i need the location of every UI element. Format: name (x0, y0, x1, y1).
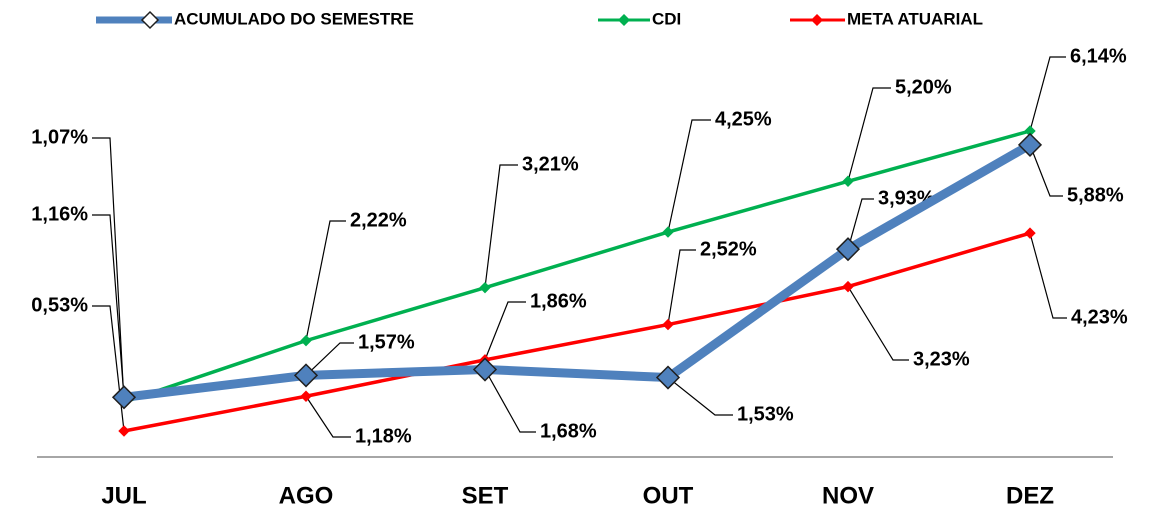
leader-line (667, 119, 711, 233)
leader-line (484, 301, 526, 361)
data-label: 2,22% (350, 209, 407, 231)
x-tick-label: OUT (643, 482, 694, 509)
data-label: 3,21% (522, 153, 579, 175)
marker (655, 365, 681, 390)
leader-line (1029, 144, 1063, 197)
marker (111, 385, 137, 410)
legend-label: META ATUARIAL (847, 9, 983, 28)
legend-marker (617, 13, 631, 27)
leader-line (1029, 232, 1067, 319)
data-label: 1,18% (355, 425, 412, 447)
x-tick-label: SET (462, 482, 509, 509)
leader-line (305, 395, 351, 438)
data-label: 6,14% (1070, 45, 1127, 67)
leader-line (847, 198, 874, 250)
data-label: 1,53% (737, 403, 794, 425)
leader-line (305, 342, 354, 376)
marker (842, 280, 854, 293)
leader-line (484, 164, 518, 288)
x-tick-label: DEZ (1006, 482, 1054, 509)
series-line (123, 231, 1031, 433)
marker (1024, 227, 1036, 239)
data-label: 1,68% (540, 420, 597, 442)
data-label: 4,25% (715, 108, 772, 130)
legend-label: ACUMULADO DO SEMESTRE (174, 9, 414, 28)
leader-line (1029, 56, 1066, 132)
leader-line (92, 137, 125, 403)
series-line (123, 129, 1031, 404)
leader-line (847, 87, 891, 182)
data-label: 2,52% (700, 238, 757, 260)
marker (1017, 132, 1043, 157)
leader-line (847, 286, 909, 361)
data-label: 5,88% (1067, 184, 1124, 206)
x-tick-label: JUL (101, 482, 146, 509)
x-tick-label: NOV (822, 482, 874, 509)
legend-marker (140, 10, 160, 30)
x-tick-label: AGO (279, 482, 334, 509)
leader-line (92, 214, 125, 398)
marker (479, 281, 491, 294)
marker (662, 226, 674, 238)
data-label: 3,23% (913, 348, 970, 370)
leader-line (92, 305, 125, 432)
marker (472, 357, 498, 382)
data-label: 1,86% (530, 290, 587, 312)
data-label: 1,07% (31, 126, 88, 148)
data-label: 4,23% (1071, 306, 1128, 328)
leader-line (667, 377, 733, 416)
marker (835, 237, 861, 262)
marker (842, 175, 854, 187)
legend-label: CDI (652, 9, 681, 28)
leader-line (484, 369, 536, 433)
data-label: 0,53% (31, 294, 88, 316)
leader-line (305, 220, 346, 341)
data-label: 1,57% (358, 331, 415, 353)
marker (293, 363, 319, 388)
series-line (123, 140, 1033, 402)
legend-marker (810, 13, 824, 27)
leader-line (667, 249, 696, 325)
data-label: 5,20% (895, 76, 952, 98)
marker (300, 390, 312, 402)
marker (300, 334, 312, 347)
data-label: 1,16% (31, 203, 88, 225)
marker (662, 318, 674, 331)
marker (118, 425, 130, 437)
